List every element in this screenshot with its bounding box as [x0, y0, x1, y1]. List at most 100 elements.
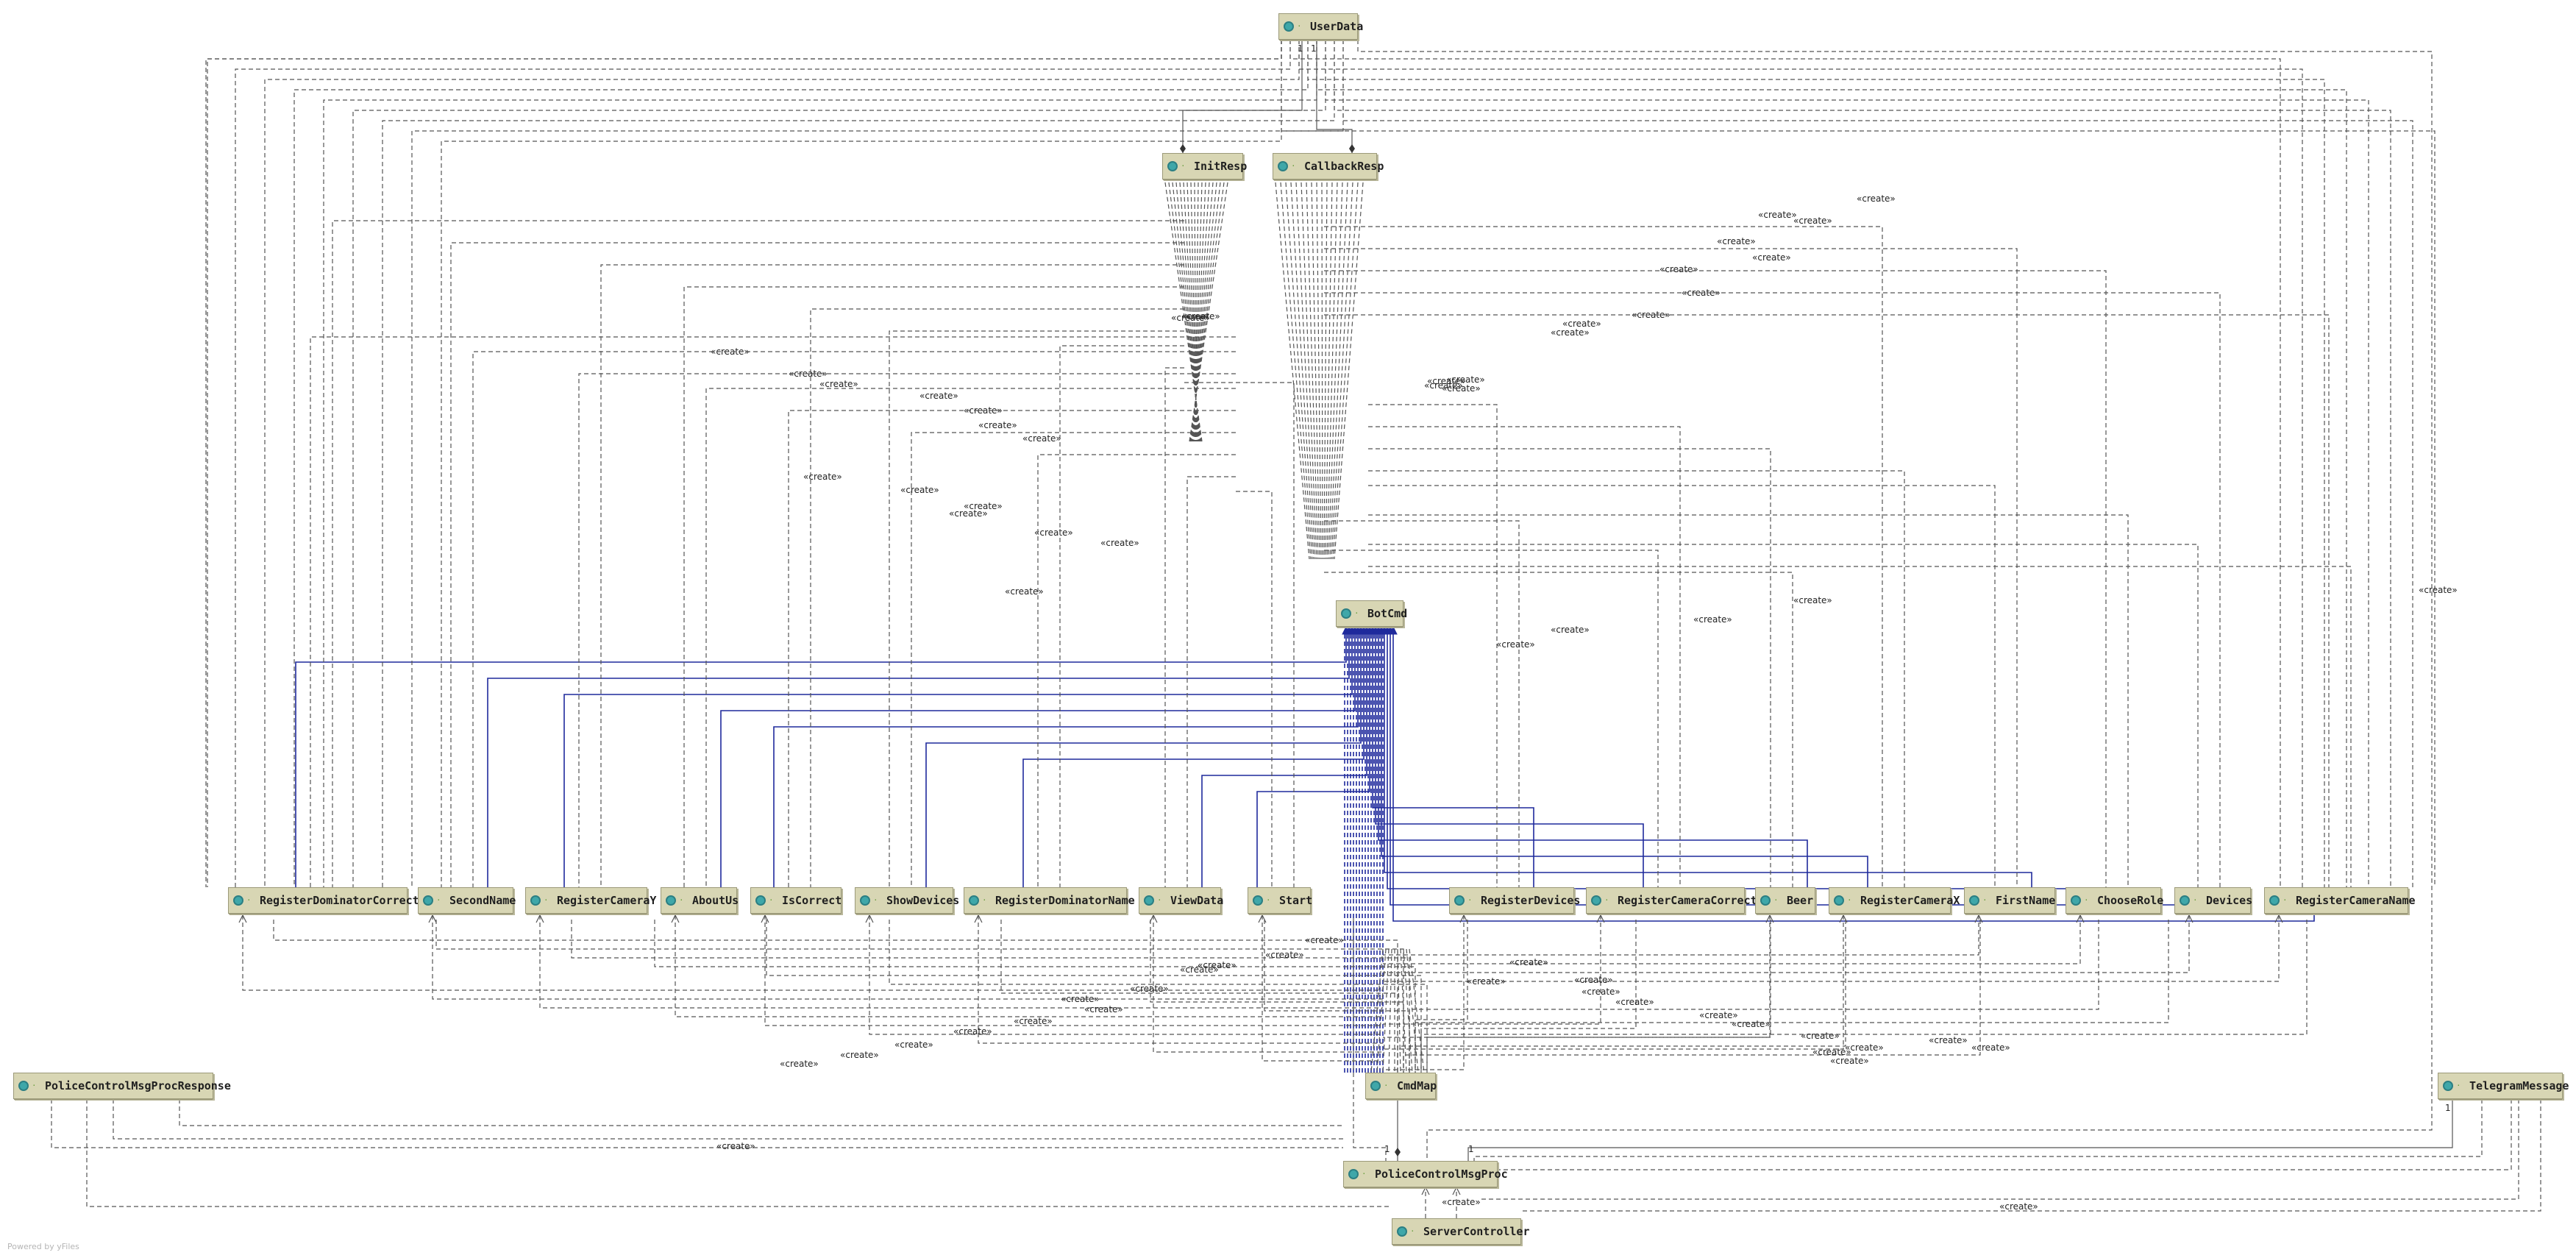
inheritance-edge [925, 631, 1362, 887]
inheritance-edge [1201, 631, 1367, 887]
node-telegrammessage[interactable]: · TelegramMessage [2438, 1073, 2569, 1100]
class-icon [1760, 895, 1771, 906]
userdata-create-edge [205, 40, 1282, 887]
cmdmap-fan-edge [1409, 948, 1425, 1073]
node-devices[interactable]: · Devices [2174, 887, 2252, 914]
node-registercameracorrect[interactable]: · RegisterCameraCorrect [1586, 887, 1757, 914]
node-initresp[interactable]: · InitResp [1162, 153, 1247, 180]
create-label: «create» [1424, 380, 1463, 391]
node-servercontroller[interactable]: · ServerController [1392, 1218, 1530, 1245]
class-icon [530, 895, 541, 906]
upper-create-edge [1236, 491, 1273, 887]
class-name: SecondName [449, 894, 516, 907]
multiplicity-label: 1 [1311, 43, 1317, 54]
node-registercameraname[interactable]: · RegisterCameraName [2264, 887, 2416, 914]
node-start[interactable]: · Start [1248, 887, 1312, 914]
cmdmap-fan-edge [1388, 948, 1392, 1073]
callbackresp-create-edge [1290, 182, 1314, 560]
cmdmap-create-edge [1262, 915, 1383, 1062]
inheritance-edge [487, 631, 1350, 887]
visibility-icon: · [679, 895, 684, 905]
class-icon [1348, 1169, 1359, 1179]
node-registercameray[interactable]: · RegisterCameraY [525, 887, 656, 914]
create-label: «create» [1100, 538, 1139, 548]
visibility-icon: · [873, 895, 878, 905]
cmdmap-create-edge [869, 915, 1383, 1035]
upper-create-edge [1368, 470, 1905, 887]
upper-create-edge [1186, 476, 1236, 887]
upper-create-edge [1184, 382, 1295, 887]
visibility-icon: · [1982, 895, 1988, 905]
node-beer[interactable]: · Beer [1755, 887, 1815, 914]
create-label: «create» [1659, 264, 1698, 274]
cmdmap-create-edge [1383, 915, 1465, 1070]
node-iscorrect[interactable]: · IsCorrect [750, 887, 842, 914]
upper-create-edge [705, 388, 1236, 887]
create-label: «create» [1467, 976, 1506, 987]
cmdmap-create-edge [978, 915, 1383, 1044]
visibility-icon: · [1181, 161, 1186, 171]
create-label: «create» [819, 379, 858, 389]
create-label: «create» [1857, 193, 1896, 204]
node-secondname[interactable]: · SecondName [418, 887, 516, 914]
node-viewdata[interactable]: · ViewData [1139, 887, 1223, 914]
callbackresp-create-edge [1275, 182, 1310, 560]
create-label: «create» [1830, 1056, 1869, 1066]
create-label: «create» [1034, 527, 1073, 538]
class-icon [423, 895, 433, 906]
class-name: PoliceControlMsgProc [1375, 1168, 1508, 1181]
visibility-icon: · [2283, 895, 2288, 905]
create-label: «create» [1305, 935, 1344, 945]
create-label: «create» [1442, 1197, 1481, 1207]
create-label: «create» [1971, 1042, 2010, 1053]
cmdmap-create-edge [1420, 920, 2308, 1073]
cmdmap-create-edge [1383, 915, 2081, 964]
userdata-create-edge [1281, 40, 2436, 887]
create-label: «create» [900, 485, 939, 495]
node-registerdevices[interactable]: · RegisterDevices [1449, 887, 1580, 914]
cmdmap-create-edge [1415, 920, 2169, 1073]
outer-frame-left [207, 40, 1282, 887]
node-aboutus[interactable]: · AboutUs [661, 887, 739, 914]
node-cmdmap[interactable]: · CmdMap [1365, 1073, 1437, 1100]
visibility-icon: · [1362, 1169, 1367, 1179]
node-showdevices[interactable]: · ShowDevices [855, 887, 959, 914]
create-label: «create» [1014, 1016, 1053, 1026]
callbackresp-create-edge [1332, 182, 1359, 560]
visibility-icon: · [246, 895, 252, 905]
node-userdata[interactable]: · UserData [1278, 13, 1363, 40]
inheritance-edge [295, 631, 1347, 887]
callbackresp-create-edge [1280, 182, 1312, 560]
cmdmap-create-edge [432, 915, 1383, 1000]
multiplicity-label: 1 [1384, 1144, 1390, 1154]
node-policecontrolmsgprocresponse[interactable]: · PoliceControlMsgProcResponse [13, 1073, 231, 1100]
inheritance-edge [563, 631, 1353, 887]
callbackresp-create-edge [1329, 182, 1348, 560]
visibility-icon: · [544, 895, 549, 905]
node-botcmd[interactable]: · BotCmd [1336, 600, 1407, 628]
telegram-create-edge [1498, 1099, 2512, 1170]
create-label: «create» [1022, 433, 1061, 444]
cmdmap-fan-edge [1406, 948, 1419, 1073]
upper-create-edge [1368, 544, 2199, 887]
upper-create-edge [788, 410, 1236, 887]
create-label: «create» [1181, 311, 1220, 321]
class-name: RegisterCameraX [1860, 894, 1960, 907]
node-callbackresp[interactable]: · CallbackResp [1273, 153, 1384, 180]
node-registerdominatorcorrect[interactable]: · RegisterDominatorCorrect [228, 887, 419, 914]
node-policecontrolmsgproc[interactable]: · PoliceControlMsgProc [1343, 1161, 1508, 1188]
upper-create-edge [450, 242, 1184, 887]
node-registercamerax[interactable]: · RegisterCameraX [1829, 887, 1960, 914]
class-icon [1397, 1226, 1407, 1237]
create-label: «create» [978, 420, 1017, 430]
class-icon [1341, 608, 1351, 619]
node-registerdominatorname[interactable]: · RegisterDominatorName [964, 887, 1135, 914]
create-label: «create» [1005, 586, 1044, 597]
create-label: «create» [1509, 957, 1548, 967]
class-name: TelegramMessage [2469, 1079, 2569, 1092]
node-firstname[interactable]: · FirstName [1964, 887, 2055, 914]
create-label: «create» [1442, 383, 1481, 394]
telegram-server-edge [1521, 1099, 2541, 1212]
create-label: «create» [949, 508, 988, 519]
node-chooserole[interactable]: · ChooseRole [2066, 887, 2163, 914]
